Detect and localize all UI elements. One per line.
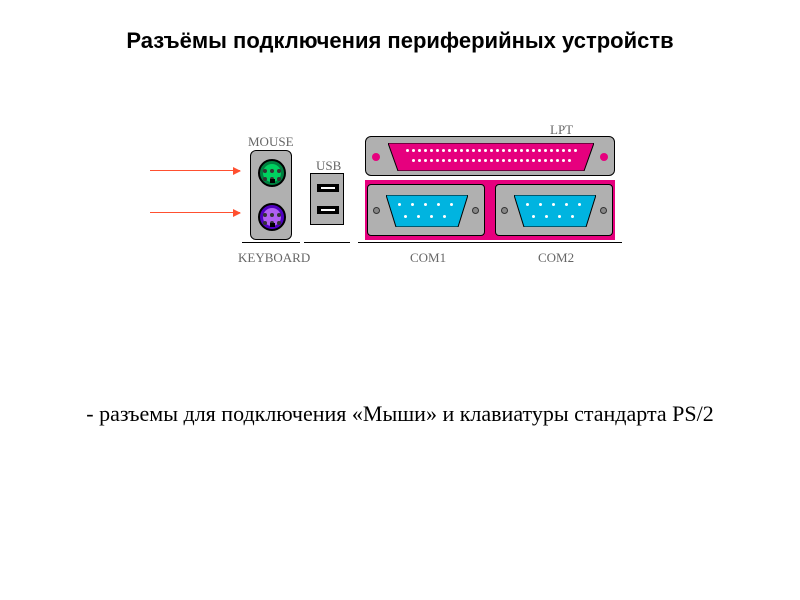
com2-pins-top bbox=[526, 203, 581, 206]
lpt-block bbox=[365, 136, 615, 176]
lpt-screw-right bbox=[600, 153, 608, 161]
com-group bbox=[365, 180, 615, 242]
mouse-label: MOUSE bbox=[248, 134, 294, 150]
keyboard-port-inner bbox=[263, 208, 281, 226]
com1-block bbox=[367, 184, 485, 236]
com1-pins-bottom bbox=[404, 215, 446, 218]
arrow-keyboard bbox=[150, 212, 240, 213]
caption-text: - разъемы для подключения «Мыши» и клави… bbox=[0, 400, 800, 429]
usb-block bbox=[310, 173, 344, 225]
lpt-pins-bottom bbox=[412, 159, 571, 162]
baseline-ps2 bbox=[242, 242, 300, 243]
com2-connector bbox=[514, 195, 596, 227]
com1-pins-top bbox=[398, 203, 453, 206]
mouse-port-inner bbox=[263, 164, 281, 182]
arrow-mouse bbox=[150, 170, 240, 171]
com1-screw-left bbox=[373, 207, 380, 214]
keyboard-port bbox=[258, 203, 286, 231]
com2-pins-bottom bbox=[532, 215, 574, 218]
com1-connector bbox=[386, 195, 468, 227]
com2-block bbox=[495, 184, 613, 236]
usb-label: USB bbox=[316, 158, 341, 174]
usb-slot-2 bbox=[317, 206, 339, 214]
keyboard-label: KEYBOARD bbox=[238, 250, 310, 266]
com2-screw-right bbox=[600, 207, 607, 214]
ports-diagram: MOUSE KEYBOARD USB LPT bbox=[140, 130, 660, 330]
lpt-screw-left bbox=[372, 153, 380, 161]
lpt-pins-top bbox=[406, 149, 577, 152]
baseline-com bbox=[358, 242, 622, 243]
com2-screw-left bbox=[501, 207, 508, 214]
baseline-usb bbox=[304, 242, 350, 243]
com2-label: COM2 bbox=[538, 250, 574, 266]
ps2-block bbox=[250, 150, 292, 240]
usb-slot-1 bbox=[317, 184, 339, 192]
com1-screw-right bbox=[472, 207, 479, 214]
mouse-port bbox=[258, 159, 286, 187]
lpt-connector bbox=[388, 143, 594, 171]
page-title: Разъёмы подключения периферийных устройс… bbox=[0, 0, 800, 54]
com1-label: COM1 bbox=[410, 250, 446, 266]
